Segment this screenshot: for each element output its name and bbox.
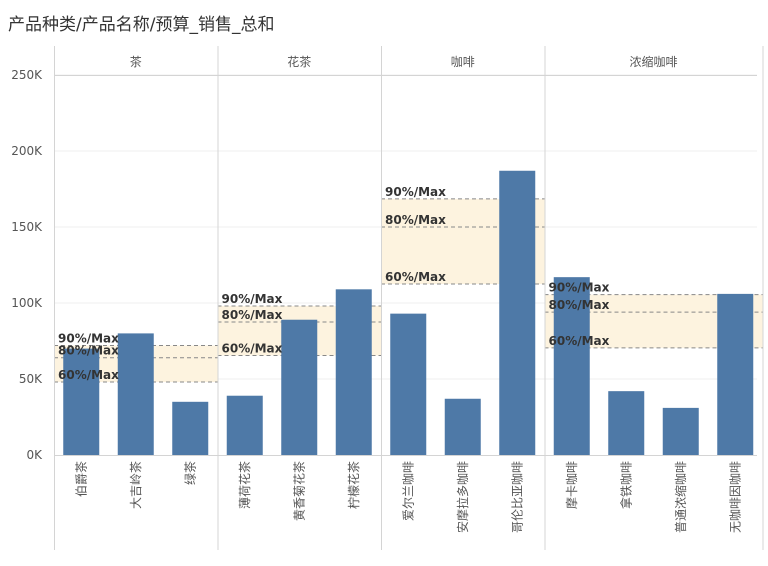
group-header-label: 茶 xyxy=(130,54,142,69)
reference-label: 90%/Max xyxy=(222,292,283,306)
bar xyxy=(117,333,154,455)
y-tick-label: 100K xyxy=(11,296,43,310)
x-tick-label: 绿茶 xyxy=(182,461,197,485)
chart-title: 产品种类/产品名称/预算_销售_总和 xyxy=(8,15,275,35)
x-tick-label: 薄荷花茶 xyxy=(237,461,252,509)
bar xyxy=(281,319,318,455)
reference-label: 90%/Max xyxy=(58,332,119,346)
group-header-label: 花茶 xyxy=(287,54,311,69)
reference-label: 60%/Max xyxy=(549,334,610,348)
y-tick-label: 250K xyxy=(11,68,43,82)
x-tick-label: 爱尔兰咖啡 xyxy=(400,461,415,521)
x-tick-label: 普通浓缩咖啡 xyxy=(673,461,688,533)
reference-label: 80%/Max xyxy=(385,213,446,227)
bar xyxy=(63,348,100,455)
x-tick-label: 安摩拉多咖啡 xyxy=(455,461,470,533)
y-tick-label: 0K xyxy=(26,448,43,462)
bar xyxy=(226,395,263,455)
reference-label: 60%/Max xyxy=(58,368,119,382)
group-header-label: 浓缩咖啡 xyxy=(629,54,677,69)
bar xyxy=(444,398,481,455)
reference-label: 80%/Max xyxy=(549,298,610,312)
group-header-label: 咖啡 xyxy=(451,54,475,69)
bar xyxy=(662,407,699,455)
y-tick-label: 50K xyxy=(19,372,43,386)
reference-label: 80%/Max xyxy=(58,344,119,358)
bar xyxy=(717,293,754,455)
y-tick-label: 150K xyxy=(11,220,43,234)
x-tick-label: 大吉岭茶 xyxy=(128,461,143,509)
reference-label: 60%/Max xyxy=(385,270,446,284)
bar xyxy=(335,289,372,455)
bar xyxy=(553,277,590,455)
bar xyxy=(499,170,536,455)
x-tick-label: 哥伦比亚咖啡 xyxy=(509,461,524,533)
x-tick-label: 拿铁咖啡 xyxy=(618,461,633,509)
x-tick-label: 柠檬花茶 xyxy=(346,461,361,509)
reference-label: 60%/Max xyxy=(222,341,283,355)
x-tick-label: 无咖啡因咖啡 xyxy=(727,461,742,533)
x-tick-label: 黄香菊花茶 xyxy=(291,461,306,521)
bar xyxy=(608,391,645,455)
reference-label: 90%/Max xyxy=(385,185,446,199)
x-tick-label: 伯爵茶 xyxy=(73,461,88,497)
reference-label: 90%/Max xyxy=(549,281,610,295)
x-tick-label: 摩卡咖啡 xyxy=(564,461,579,509)
bar xyxy=(390,313,427,455)
y-tick-label: 200K xyxy=(11,144,43,158)
bar xyxy=(172,401,209,455)
reference-label: 80%/Max xyxy=(222,308,283,322)
